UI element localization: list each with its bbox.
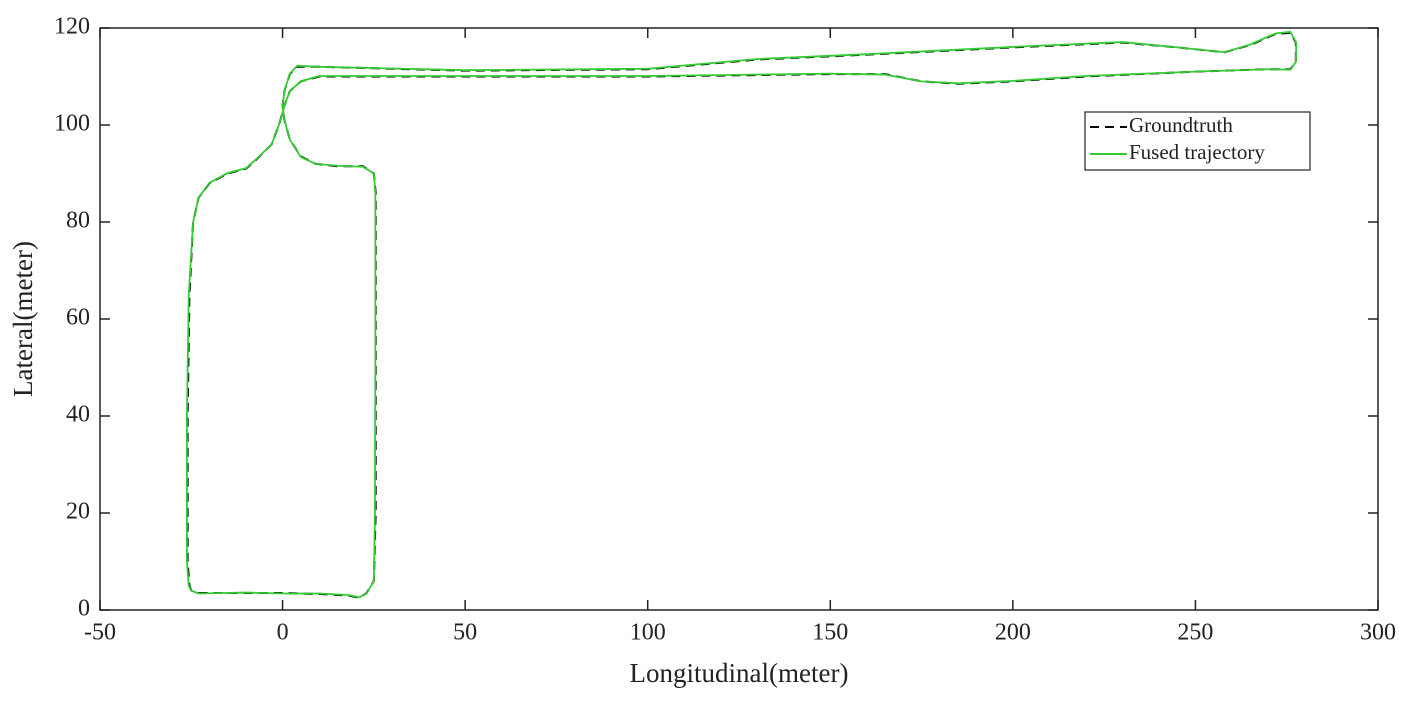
x-axis-label: Longitudinal(meter) [630,658,849,688]
y-tick-label: 100 [54,111,90,137]
trajectory-line [186,30,1298,599]
y-tick-label: 120 [54,14,90,40]
x-tick-label: 0 [277,620,289,646]
y-axis-label: Lateral(meter) [8,241,38,397]
y-tick-label: 80 [66,208,90,234]
x-tick-label: 150 [812,620,848,646]
y-tick-label: 20 [66,499,90,525]
x-tick-label: 200 [995,620,1031,646]
x-tick-label: 100 [630,620,666,646]
y-tick-label: 60 [66,305,90,331]
x-tick-label: 300 [1360,620,1396,646]
x-tick-label: -50 [84,620,116,646]
legend-box [1084,111,1311,171]
y-tick-label: 0 [78,596,90,622]
legend-label: Groundtruth [1129,113,1233,137]
x-tick-label: 250 [1177,620,1213,646]
legend-label: Fused trajectory [1129,140,1265,164]
y-tick-label: 40 [66,402,90,428]
x-tick-label: 50 [453,620,477,646]
